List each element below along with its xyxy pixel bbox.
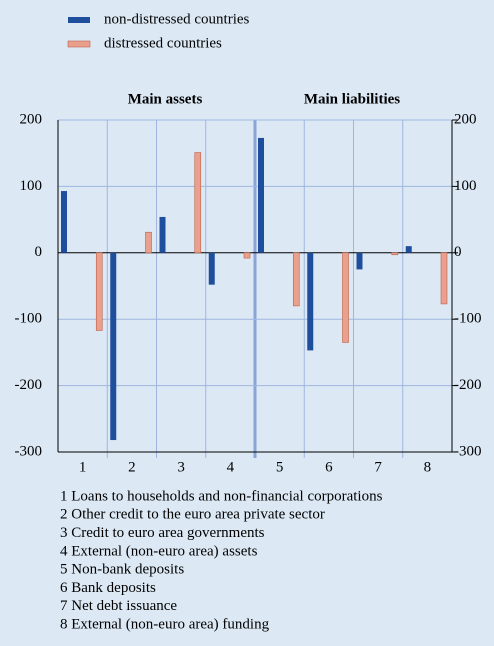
x-tick-label: 5 (276, 459, 284, 475)
bar (243, 252, 251, 259)
footnote: 1 Loans to households and non-financial … (60, 488, 383, 504)
x-tick-label: 1 (79, 459, 87, 475)
footnote: 3 Credit to euro area governments (60, 525, 265, 541)
footnote: 2 Other credit to the euro area private … (60, 507, 325, 523)
y2-tick-label: -200 (454, 377, 482, 393)
y-tick-label: 0 (35, 244, 43, 260)
y2-tick-label: 100 (454, 178, 477, 194)
legend-swatch (67, 40, 91, 48)
x-tick-label: 4 (227, 459, 235, 475)
x-tick-label: 2 (128, 459, 136, 475)
y-tick-label: -100 (15, 311, 43, 327)
bar (356, 252, 363, 270)
x-tick-label: 7 (374, 459, 382, 475)
bar (440, 252, 448, 305)
y2-tick-label: 200 (454, 111, 477, 127)
bar (405, 246, 412, 253)
y-tick-label: 200 (20, 111, 43, 127)
bar (258, 137, 264, 253)
bar (208, 252, 215, 285)
bar (61, 191, 67, 253)
bar (159, 216, 166, 253)
y-tick-label: -200 (15, 377, 43, 393)
footnote: 6 Bank deposits (60, 580, 156, 596)
footnote: 4 External (non-euro area) assets (60, 543, 258, 559)
footnote: 5 Non-bank deposits (60, 562, 184, 578)
y2-tick-label: -100 (454, 311, 482, 327)
legend-swatch (68, 17, 90, 23)
bar (342, 252, 349, 343)
x-tick-label: 6 (325, 459, 333, 475)
footnote: 8 External (non-euro area) funding (60, 617, 270, 633)
footnote: 7 Net debt issuance (60, 598, 177, 614)
bar (95, 252, 103, 331)
panel-label: Main liabilities (304, 91, 400, 107)
x-tick-label: 3 (177, 459, 185, 475)
y2-tick-label: -300 (454, 443, 482, 459)
y-tick-label: 100 (20, 178, 43, 194)
y2-tick-label: 0 (454, 244, 462, 260)
x-tick-label: 8 (424, 459, 432, 475)
bar (145, 231, 152, 254)
panel-label: Main assets (128, 91, 203, 107)
bar (307, 252, 314, 351)
bar (194, 152, 202, 254)
legend-label: distressed countries (104, 35, 222, 51)
bar (110, 252, 117, 441)
legend-label: non-distressed countries (104, 11, 250, 27)
bar (292, 252, 300, 307)
y-tick-label: -300 (15, 443, 43, 459)
bar (391, 252, 399, 256)
